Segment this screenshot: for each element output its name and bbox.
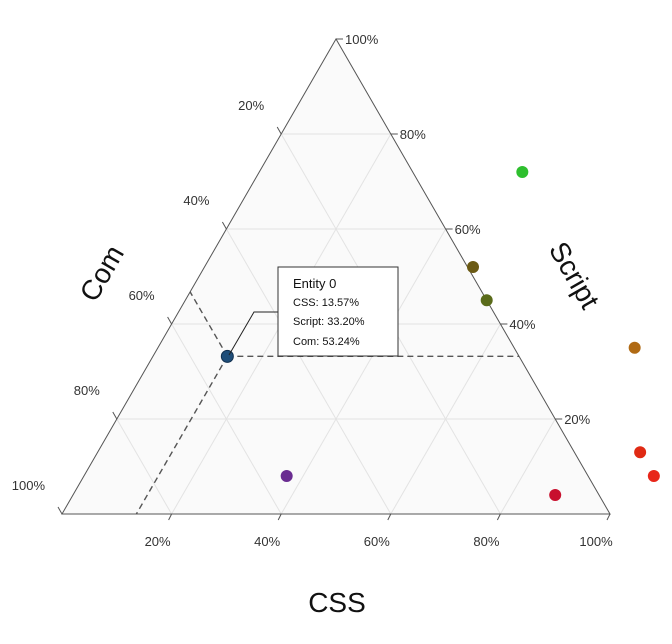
tooltip-title: Entity 0	[293, 276, 336, 291]
com-tick-label: 40%	[183, 193, 209, 208]
com-tick-label: 60%	[129, 288, 155, 303]
com-axis-title: Com	[74, 240, 130, 307]
com-tick	[57, 506, 63, 515]
data-point	[280, 470, 293, 482]
tooltip: Entity 0 CSS: 13.57% Script: 33.20% Com:…	[228, 266, 399, 357]
css-tick-label: 40%	[254, 534, 280, 549]
data-point	[628, 341, 641, 354]
css-axis-title: CSS	[308, 587, 366, 618]
css-tick	[277, 513, 282, 521]
grid-line	[171, 323, 282, 515]
css-tick	[606, 513, 611, 521]
grid-line	[280, 228, 447, 515]
grid-line	[499, 418, 556, 515]
script-tick-label: 100%	[345, 32, 379, 47]
css-tick-label: 80%	[473, 534, 499, 549]
com-tick-label: 20%	[238, 98, 264, 113]
data-points	[220, 166, 660, 501]
com-tick	[112, 411, 118, 420]
css-tick-label: 100%	[579, 534, 613, 549]
tooltip-box	[277, 266, 399, 357]
com-tick	[167, 316, 173, 325]
script-tick-label: 60%	[455, 222, 481, 237]
tooltip-com-value: Com: 53.24%	[293, 336, 360, 348]
data-point	[480, 294, 493, 307]
guide-to-com-axis	[189, 291, 228, 357]
com-tick	[276, 126, 282, 135]
css-tick-label: 60%	[364, 534, 390, 549]
script-tick-label: 80%	[400, 127, 426, 142]
script-tick-label: 40%	[509, 317, 535, 332]
com-tick-label: 80%	[74, 383, 100, 398]
tooltip-script-value: Script: 33.20%	[293, 316, 365, 328]
triangle-border	[61, 37, 611, 515]
tooltip-pointer	[228, 311, 278, 356]
css-tick	[496, 513, 501, 521]
script-tick-label: 20%	[564, 412, 590, 427]
script-axis-title: Script	[543, 237, 606, 315]
tooltip-css-value: CSS: 13.57%	[293, 297, 359, 309]
data-point	[220, 349, 234, 363]
css-tick	[168, 513, 173, 521]
data-point	[647, 470, 660, 482]
grid-line	[225, 228, 392, 515]
com-tick	[221, 221, 227, 230]
com-tick-label: 100%	[12, 478, 46, 493]
axis-ticks: 20% 20% 20% 40% 40% 40% 60% 60% 60% 80% 80% 80% 100%…	[12, 32, 613, 549]
data-point	[549, 489, 562, 501]
data-point	[516, 166, 529, 178]
guide-to-css-axis	[135, 356, 228, 515]
grid-line	[116, 418, 173, 515]
css-tick-label: 20%	[145, 534, 171, 549]
data-point	[467, 261, 479, 273]
css-tick	[387, 513, 392, 521]
data-point	[634, 446, 647, 459]
